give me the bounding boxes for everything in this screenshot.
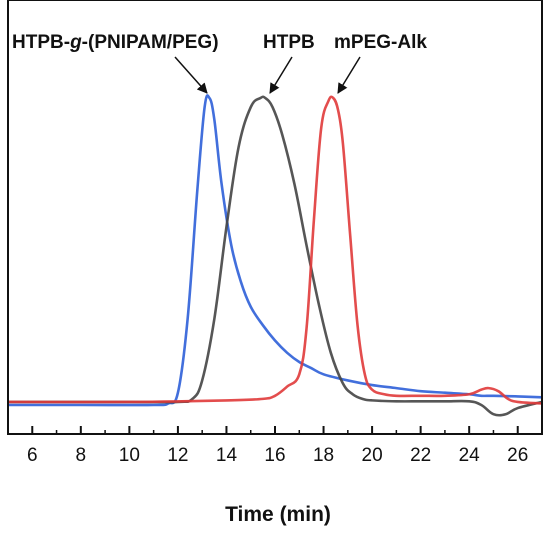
x-tick-label-20: 20	[362, 445, 383, 466]
x-tick-label-16: 16	[264, 445, 285, 466]
x-tick-label-10: 10	[119, 445, 140, 466]
annotation-mpeg-alk: mPEG-Alk	[334, 32, 427, 53]
x-tick-label-8: 8	[76, 445, 87, 466]
series-line-htpb-g-pnipam-peg	[8, 94, 543, 407]
x-tick-label-26: 26	[507, 445, 528, 466]
annotation-htpb: HTPB	[263, 32, 315, 53]
annotation-htpb-g-prefix: HTPB-	[12, 32, 70, 53]
annotation-htpb-g-suffix: -(PNIPAM/PEG)	[82, 32, 219, 53]
annotation-htpb-g-italic: g	[69, 32, 82, 53]
arrow-htpb-g-pnipam-peg	[174, 56, 208, 94]
arrow-htpb	[269, 56, 293, 94]
plot-frame	[7, 0, 543, 435]
x-axis-title: Time (min)	[225, 503, 331, 526]
x-tick-label-12: 12	[167, 445, 188, 466]
annotation-htpb-g-pnipam-peg: HTPB-g-(PNIPAM/PEG)	[12, 32, 219, 53]
series-layer	[7, 94, 543, 417]
x-tick-label-14: 14	[216, 445, 238, 466]
x-tick-label-18: 18	[313, 445, 334, 466]
series-line-htpb	[7, 95, 543, 417]
series-line-mpeg-alk	[7, 95, 543, 405]
x-tick-label-6: 6	[27, 445, 38, 466]
x-axis: 6 8 10 12 14 16 18 20 22 24 26	[7, 426, 543, 466]
x-tick-label-24: 24	[459, 445, 481, 466]
arrow-mpeg-alk	[337, 56, 361, 94]
x-tick-label-22: 22	[410, 445, 431, 466]
